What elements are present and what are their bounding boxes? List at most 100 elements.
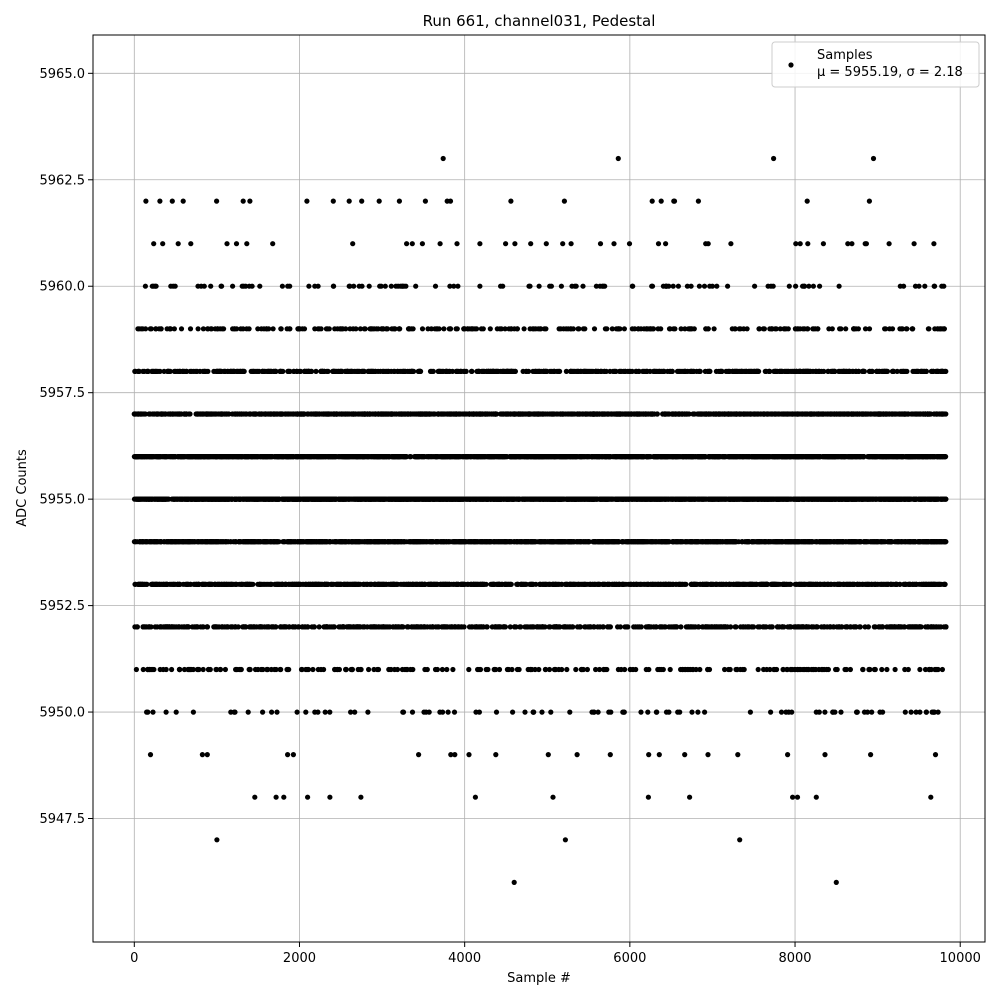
data-point [932, 666, 938, 673]
data-point [931, 709, 937, 715]
data-point [673, 581, 679, 587]
data-point [584, 666, 591, 673]
data-point [299, 624, 305, 630]
data-point [621, 709, 627, 715]
data-point [247, 624, 253, 630]
data-point [361, 624, 367, 630]
data-point [140, 666, 146, 673]
data-point [581, 539, 587, 545]
data-point [827, 539, 833, 545]
data-point [838, 709, 844, 715]
data-point [398, 624, 404, 630]
data-point [707, 539, 713, 545]
data-point [261, 624, 268, 630]
data-point [260, 709, 266, 715]
data-point [695, 539, 701, 545]
data-point [700, 581, 707, 587]
data-point [868, 581, 875, 587]
data-point [173, 709, 179, 715]
data-point [862, 624, 868, 630]
data-point [715, 624, 722, 630]
data-point [539, 709, 545, 715]
data-point [305, 624, 311, 630]
data-point [787, 624, 793, 630]
data-point [432, 666, 439, 673]
data-point [157, 581, 163, 587]
data-point [730, 539, 736, 545]
data-point [352, 709, 358, 715]
data-point [920, 581, 927, 587]
data-point [278, 666, 284, 673]
data-point [813, 624, 819, 630]
data-point [321, 624, 327, 630]
data-point [419, 539, 426, 545]
data-point [305, 794, 311, 800]
data-point [256, 539, 262, 545]
data-point [447, 581, 453, 587]
data-point [216, 624, 222, 630]
data-point [878, 581, 885, 587]
data-point [860, 666, 866, 673]
data-point [322, 709, 328, 715]
data-point [296, 581, 302, 587]
data-point [596, 666, 603, 673]
data-point [429, 624, 436, 630]
data-point [195, 539, 202, 545]
data-point [310, 666, 316, 673]
data-point [860, 581, 866, 587]
data-point [917, 709, 923, 715]
data-point [534, 624, 541, 630]
data-point [181, 666, 188, 673]
data-point [365, 709, 371, 715]
data-point [751, 624, 757, 630]
data-point [913, 624, 919, 630]
data-point [553, 624, 560, 630]
data-point [844, 624, 850, 630]
data-point [444, 666, 450, 673]
data-point [627, 666, 633, 673]
data-point [648, 539, 654, 545]
data-point [231, 709, 237, 715]
data-point [895, 624, 901, 630]
data-point [251, 624, 258, 630]
data-point [813, 794, 819, 800]
data-point [264, 539, 271, 545]
data-point [785, 752, 791, 758]
data-point [887, 624, 893, 630]
data-point [466, 752, 472, 758]
data-point [292, 624, 298, 630]
data-point [747, 581, 754, 587]
data-point [358, 794, 364, 800]
data-point [615, 624, 621, 630]
data-point [235, 624, 241, 630]
data-point [176, 624, 182, 630]
data-point [552, 666, 558, 673]
data-point [277, 581, 283, 587]
data-point [184, 581, 190, 587]
data-point [549, 539, 555, 545]
data-point [281, 794, 287, 800]
data-point [213, 666, 219, 673]
data-point [242, 624, 249, 630]
data-point [662, 539, 669, 545]
data-point [888, 581, 894, 587]
data-point [549, 581, 555, 587]
data-point [654, 539, 660, 545]
data-point [884, 666, 890, 673]
data-point [252, 794, 258, 800]
data-point [557, 539, 563, 545]
data-point [409, 709, 416, 715]
data-point [204, 624, 210, 630]
data-point [180, 539, 186, 545]
data-point [606, 709, 612, 715]
data-point [702, 539, 708, 545]
data-point [645, 794, 652, 800]
data-point [633, 624, 639, 630]
data-point [429, 581, 435, 587]
data-point [837, 624, 843, 630]
data-point [405, 624, 411, 630]
data-point [640, 539, 646, 545]
data-point [667, 666, 673, 673]
data-point [147, 752, 154, 758]
data-point [468, 624, 474, 630]
